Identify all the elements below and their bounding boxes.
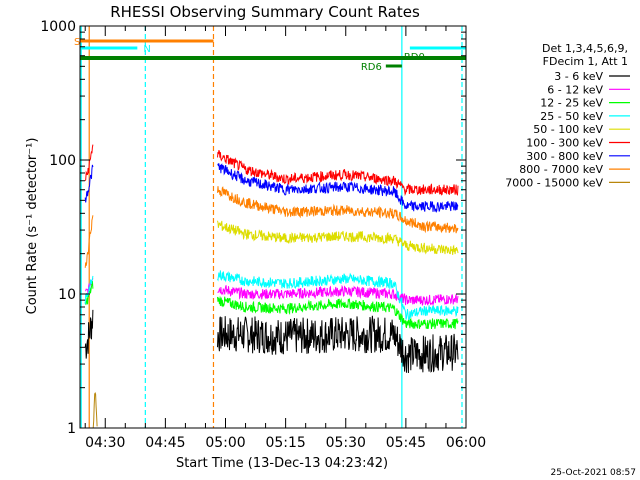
series-group <box>84 144 459 429</box>
y-axis: 1 10 100 1000 <box>40 19 466 437</box>
legend-entry-8: 7000 - 15000 keV <box>505 176 603 189</box>
x-axis: 04:30 04:45 05:00 05:15 05:30 05:45 06:00 <box>84 26 486 451</box>
legend-entry-1: 6 - 12 keV <box>547 83 603 96</box>
x-tick-label-0: 04:30 <box>85 435 125 451</box>
y-tick-label-1: 10 <box>58 287 76 303</box>
timestamp: 25-Oct-2021 08:57 <box>551 468 636 478</box>
attenuator-label-1: N <box>143 44 150 55</box>
attenuator-bars: S N RD6 RD0 <box>74 37 466 73</box>
legend-header-2: FDecim 1, Att 1 <box>543 55 628 68</box>
legend-header-1: Det 1,3,4,5,6,9, <box>542 42 628 55</box>
legend: Det 1,3,4,5,6,9, FDecim 1, Att 1 3 - 6 k… <box>505 42 630 189</box>
series-line-8 <box>92 391 98 429</box>
y-tick-label-0: 1 <box>67 421 76 437</box>
x-tick-label-6: 06:00 <box>446 435 486 451</box>
decimation-label-0: RD6 <box>361 62 382 73</box>
decimation-label-1: RD0 <box>404 52 425 63</box>
series-line-0 <box>84 309 459 374</box>
legend-entry-7: 800 - 7000 keV <box>519 163 603 176</box>
series-line-4 <box>217 220 459 255</box>
x-tick-label-4: 05:30 <box>326 435 366 451</box>
x-tick-label-1: 04:45 <box>145 435 185 451</box>
y-tick-label-2: 100 <box>49 153 76 169</box>
series-line-7 <box>84 186 459 268</box>
x-tick-label-2: 05:00 <box>205 435 245 451</box>
x-axis-label: Start Time (13-Dec-13 04:23:42) <box>176 456 388 471</box>
legend-entry-4: 50 - 100 keV <box>533 123 603 136</box>
legend-entry-2: 12 - 25 keV <box>540 97 603 110</box>
legend-entry-3: 25 - 50 keV <box>540 110 603 123</box>
plot-frame <box>79 25 467 429</box>
series-line-6 <box>84 163 459 213</box>
chart-title: RHESSI Observing Summary Count Rates <box>110 3 420 21</box>
legend-entry-6: 300 - 800 keV <box>526 150 603 163</box>
x-tick-label-3: 05:15 <box>265 435 305 451</box>
legend-entry-0: 3 - 6 keV <box>554 70 603 83</box>
attenuator-label-0: S <box>74 37 80 48</box>
y-tick-label-3: 1000 <box>40 19 76 35</box>
y-axis-label: Count Rate (s⁻¹ detector⁻¹) <box>25 138 40 315</box>
x-tick-label-5: 05:45 <box>386 435 426 451</box>
series-line-5 <box>84 144 459 197</box>
legend-entry-5: 100 - 300 keV <box>526 137 603 150</box>
